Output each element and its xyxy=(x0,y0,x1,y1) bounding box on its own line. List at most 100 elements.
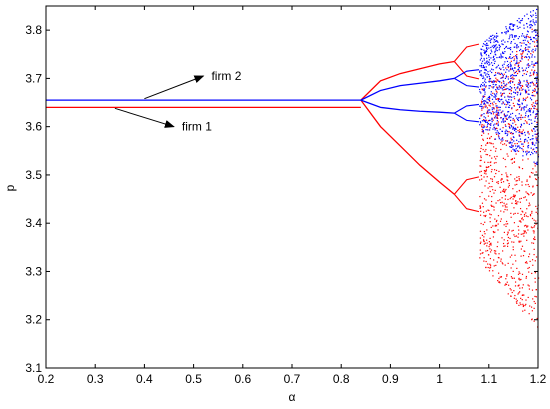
chaos-point xyxy=(519,198,521,200)
chaos-point xyxy=(533,84,535,86)
chaos-point xyxy=(515,298,517,300)
chaos-point xyxy=(493,44,495,46)
chaos-point xyxy=(529,176,531,178)
chaos-point xyxy=(526,226,528,228)
chaos-point xyxy=(479,85,482,87)
chaos-point xyxy=(512,122,514,124)
chaos-point xyxy=(533,230,535,232)
chaos-point xyxy=(533,236,536,238)
chaos-point xyxy=(489,264,492,266)
chaos-point xyxy=(531,104,533,106)
chaos-point xyxy=(536,61,539,63)
chaos-point xyxy=(490,214,492,216)
chaos-point xyxy=(493,46,496,48)
chaos-point xyxy=(496,105,498,107)
chaos-point xyxy=(480,155,482,157)
chaos-point xyxy=(535,62,537,64)
chaos-point xyxy=(501,64,504,66)
chaos-point xyxy=(500,218,502,220)
chaos-point xyxy=(497,200,499,202)
chaos-point xyxy=(479,150,481,153)
chaos-point xyxy=(528,123,530,125)
chaos-point xyxy=(528,194,530,196)
chaos-point xyxy=(501,137,503,140)
chaos-point xyxy=(524,304,526,307)
chaos-point xyxy=(534,107,536,110)
chaos-point xyxy=(518,98,521,100)
chaos-point xyxy=(524,134,526,136)
chaos-point xyxy=(517,145,519,147)
chaos-point xyxy=(505,278,507,280)
chaos-point xyxy=(531,242,533,244)
chaos-point xyxy=(492,104,494,106)
chaos-point xyxy=(513,105,516,107)
chaos-point xyxy=(523,35,525,37)
chaos-point xyxy=(493,250,496,252)
chaos-point xyxy=(535,115,537,117)
chaos-point xyxy=(505,26,507,28)
chaos-point xyxy=(532,149,534,151)
chaos-point xyxy=(489,190,491,193)
chaos-point xyxy=(521,102,523,104)
chaos-point xyxy=(529,72,532,74)
chaos-point xyxy=(490,149,492,152)
chaos-point xyxy=(534,56,536,58)
chaos-point xyxy=(490,171,493,173)
chaos-point xyxy=(520,303,522,306)
chaos-point xyxy=(508,106,510,109)
chaos-point xyxy=(519,272,521,274)
chaos-point xyxy=(484,68,486,70)
chaos-point xyxy=(496,93,498,95)
chaos-point xyxy=(505,188,507,191)
chaos-point xyxy=(500,258,502,260)
chaos-point xyxy=(508,27,511,29)
chaos-point xyxy=(520,57,523,59)
chaos-point xyxy=(525,90,528,93)
chaos-point xyxy=(493,39,495,41)
chaos-point xyxy=(490,68,493,70)
chaos-point xyxy=(534,31,537,33)
chaos-point xyxy=(525,55,527,58)
chaos-point xyxy=(503,202,505,204)
chaos-point xyxy=(534,178,537,180)
chaos-point xyxy=(500,210,502,212)
chaos-point xyxy=(526,71,528,73)
chaos-point xyxy=(491,45,493,47)
period-4-branch xyxy=(453,43,480,62)
chaos-point xyxy=(517,293,519,295)
chaos-point xyxy=(514,64,516,66)
chaos-point xyxy=(479,117,481,120)
chaos-point xyxy=(531,54,533,56)
chaos-point xyxy=(526,64,528,66)
chaos-point xyxy=(507,101,509,103)
chaos-point xyxy=(507,293,509,295)
chaos-point xyxy=(489,70,491,72)
chaos-point xyxy=(506,153,508,155)
chaos-point xyxy=(497,114,499,116)
chaos-point xyxy=(524,309,526,311)
chaos-point xyxy=(502,89,504,91)
chaos-point xyxy=(481,124,483,126)
chaos-point xyxy=(513,277,515,279)
chaos-point xyxy=(492,189,494,191)
chaos-point xyxy=(517,104,520,106)
chaos-point xyxy=(520,221,522,223)
chaos-point xyxy=(509,80,512,83)
chaos-point xyxy=(494,50,496,52)
chaos-point xyxy=(513,70,515,72)
chaos-point xyxy=(497,80,499,82)
y-tick-label: 3.8 xyxy=(25,23,42,37)
chaos-point xyxy=(501,73,503,75)
chaos-point xyxy=(520,60,522,62)
chaos-point xyxy=(528,110,530,113)
chaos-point xyxy=(502,157,504,159)
chaos-point xyxy=(517,37,519,40)
chaos-point xyxy=(503,239,505,241)
chaos-point xyxy=(513,119,516,121)
chaos-point xyxy=(495,169,498,172)
chaos-point xyxy=(501,140,503,142)
chaos-point xyxy=(509,36,511,38)
chaos-point xyxy=(489,257,491,260)
chaos-point xyxy=(527,158,529,160)
chaos-point xyxy=(536,121,538,123)
